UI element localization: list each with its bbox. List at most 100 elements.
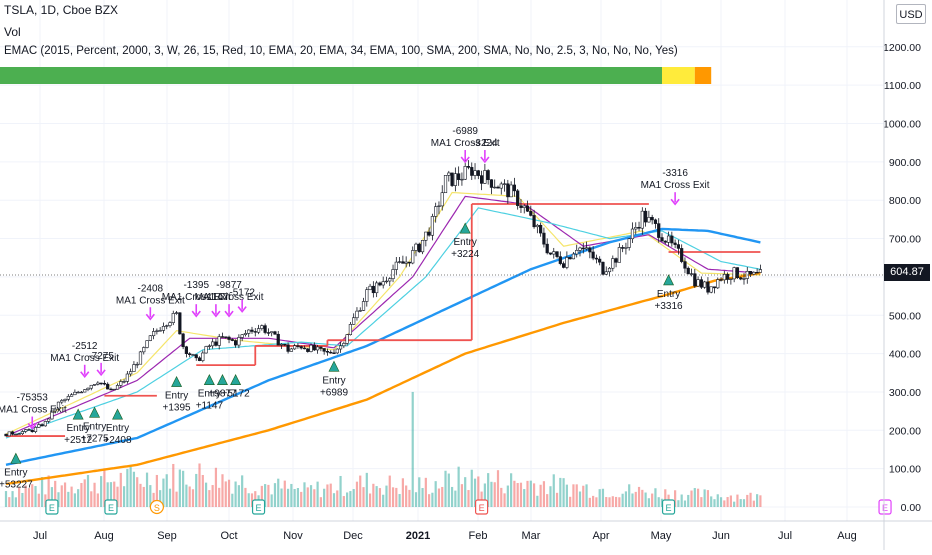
candle-body [604, 271, 608, 275]
y-tick-label: 1200.00 [883, 42, 921, 54]
candle-body [571, 253, 576, 260]
volume-bar [519, 482, 523, 507]
volume-bar [106, 482, 109, 507]
exit-label: -75353 [17, 393, 49, 404]
candle [443, 175, 448, 194]
exit-arrow-head-icon [480, 156, 490, 164]
entry-arrow-icon [216, 374, 228, 385]
volume-bar [218, 487, 221, 507]
volume-bar [175, 491, 178, 507]
candle-body [306, 348, 310, 352]
exit-arrow-head-icon [80, 371, 90, 379]
event-label: S [154, 503, 160, 513]
volume-bar [336, 490, 339, 507]
candle-body [634, 227, 638, 230]
volume-bar [47, 475, 50, 507]
candle [102, 380, 106, 386]
volume-bar [116, 486, 119, 507]
volume-bar [300, 491, 303, 507]
candle [174, 311, 179, 315]
volume-bar [713, 499, 716, 507]
volume-bar [145, 472, 149, 507]
candle-body [161, 325, 166, 331]
candle [178, 312, 182, 335]
candle-body [561, 263, 566, 268]
candle [529, 205, 533, 217]
volume-bar [309, 485, 313, 507]
volume-bar [634, 491, 637, 507]
exit-label: -1147 [203, 292, 228, 303]
entry-marker: Entry+53227 [0, 452, 33, 490]
candle [33, 426, 38, 434]
candle-body [591, 251, 595, 259]
candle [63, 398, 67, 403]
event-label: E [108, 503, 114, 513]
candle [273, 330, 277, 335]
candle-body [73, 391, 77, 396]
volume-bar [224, 481, 227, 507]
candle-body [302, 347, 307, 350]
volume-bar [546, 494, 549, 507]
candle-body [283, 343, 287, 346]
candle-body [227, 336, 231, 340]
exit-arrow-head-icon [211, 310, 221, 318]
volume-bar [40, 477, 44, 507]
study-legend[interactable]: EMAC (2015, Percent, 2000, 3, W, 26, 15,… [4, 45, 678, 57]
candle [630, 222, 635, 243]
volume-bar [204, 482, 208, 507]
candle-body [575, 250, 579, 255]
candle [516, 188, 520, 210]
candle [716, 277, 720, 290]
candle-body [4, 433, 8, 437]
x-tick-label: Apr [592, 530, 609, 542]
currency-button[interactable]: USD [896, 4, 926, 24]
volume-bar [437, 488, 441, 507]
candle-body [434, 206, 438, 217]
volume-bar [703, 489, 706, 507]
volume-bar [510, 473, 513, 507]
volume-legend[interactable]: Vol [4, 25, 21, 39]
volume-bar [119, 472, 122, 507]
volume-bar [582, 485, 585, 507]
volume-bar [523, 489, 526, 507]
candle [283, 343, 287, 347]
x-tick-label: 2021 [406, 530, 430, 542]
candle [188, 352, 192, 358]
candle-body [643, 210, 648, 223]
volume-bar [221, 474, 224, 507]
candle-body [214, 341, 218, 346]
volume-bar [628, 484, 631, 507]
candle-body [457, 173, 461, 180]
candle [420, 240, 425, 255]
volume-bar [719, 497, 723, 507]
y-tick-label: 800.00 [889, 195, 921, 207]
volume-bar [493, 482, 496, 507]
volume-bar [37, 493, 40, 507]
entry-label: +7275 [81, 433, 110, 444]
candle-body [470, 167, 474, 176]
volume-bar [270, 494, 273, 507]
volume-bar [122, 486, 126, 507]
candle-body [165, 325, 169, 327]
exit-arrow-head-icon [145, 313, 155, 321]
candle [732, 266, 736, 283]
candle [220, 332, 225, 338]
candle [483, 163, 487, 184]
volume-bar [569, 496, 572, 507]
candle-body [309, 344, 313, 352]
candle [322, 348, 326, 355]
volume-bar [428, 494, 431, 507]
volume-bar [70, 486, 73, 507]
candle [404, 256, 408, 268]
entry-marker: +9877 [208, 374, 237, 400]
candle-body [404, 261, 408, 264]
volume-bar [542, 481, 546, 507]
candle [171, 310, 175, 326]
exit-arrow-head-icon [27, 423, 37, 430]
candle [680, 244, 684, 264]
candle [473, 163, 477, 180]
